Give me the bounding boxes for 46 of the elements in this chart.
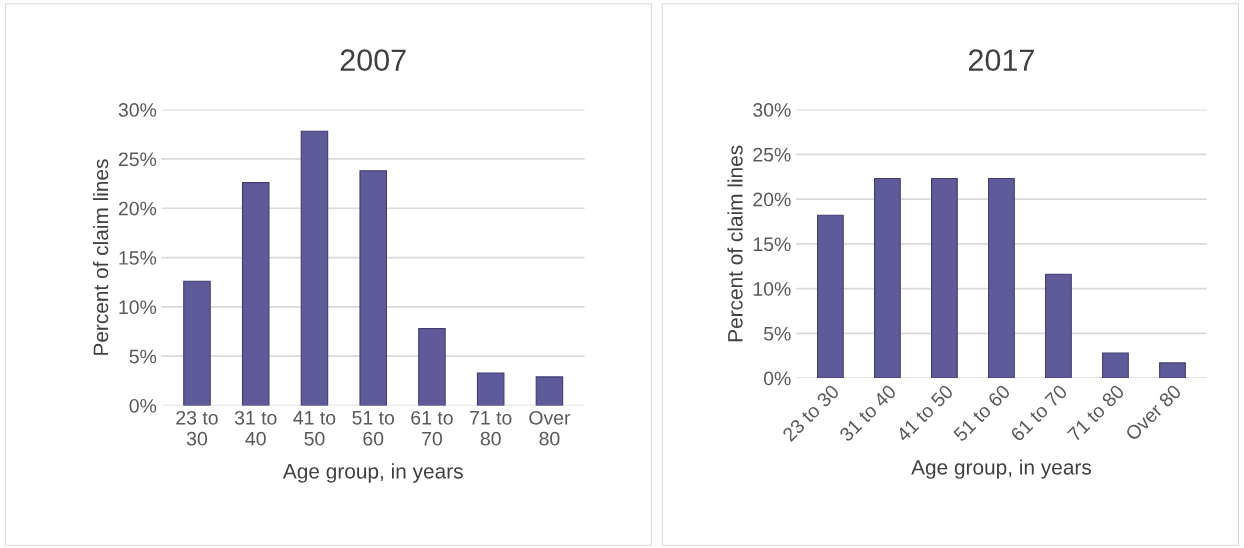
bar [1159, 362, 1186, 379]
bar [1045, 273, 1072, 379]
x-tick-label: 71 to 80 [1066, 383, 1126, 443]
y-axis-title: Percent of claim lines [92, 159, 109, 355]
bar [476, 372, 505, 406]
bar [418, 328, 446, 406]
y-tick-label: 15% [119, 251, 157, 265]
bar [931, 177, 958, 379]
x-tick-label: 31 to 40 [838, 383, 897, 443]
y-tick-label: 10% [753, 282, 791, 296]
bar [241, 182, 270, 406]
x-tick-label: 51 to 60 [952, 383, 1011, 443]
bar [1102, 352, 1129, 379]
y-tick-label: 30% [753, 103, 791, 117]
y-tick-label: 20% [118, 201, 157, 216]
x-tick-label: 51 to 60 [352, 411, 395, 446]
x-tick-label: 41 to 50 [895, 383, 954, 443]
x-tick-label: Over 80 [529, 410, 571, 446]
x-axis-title: Age group, in years [911, 459, 1092, 479]
y-tick-label: 10% [119, 300, 157, 315]
x-tick-label: 31 to 40 [234, 410, 277, 446]
bar [359, 170, 387, 406]
bar [874, 177, 901, 379]
chart-title: 2017 [968, 49, 1034, 72]
y-tick-label: 25% [118, 152, 157, 167]
bar [816, 214, 844, 379]
y-tick-label: 5% [129, 349, 157, 364]
y-tick-label: 25% [753, 147, 791, 162]
x-tick-label: 61 to 70 [1009, 383, 1068, 443]
bar [535, 376, 564, 406]
bar [183, 280, 211, 406]
y-tick-label: 20% [753, 192, 791, 207]
y-tick-label: 5% [763, 326, 791, 341]
y-tick-label: 0% [763, 371, 791, 386]
x-tick-label: 71 to 80 [470, 411, 512, 446]
x-tick-label: 61 to 70 [411, 410, 453, 446]
bar [300, 130, 329, 406]
x-tick-label: 23 to 30 [176, 410, 218, 446]
bar [988, 177, 1015, 379]
y-tick-label: 0% [129, 398, 157, 413]
chart-title: 2007 [340, 49, 406, 72]
y-tick-label: 15% [753, 237, 791, 252]
x-tick-label: 41 to 50 [293, 411, 336, 446]
x-axis-title: Age group, in years [282, 463, 463, 483]
y-axis-title: Percent of claim lines [727, 145, 743, 342]
y-tick-label: 30% [118, 103, 157, 117]
